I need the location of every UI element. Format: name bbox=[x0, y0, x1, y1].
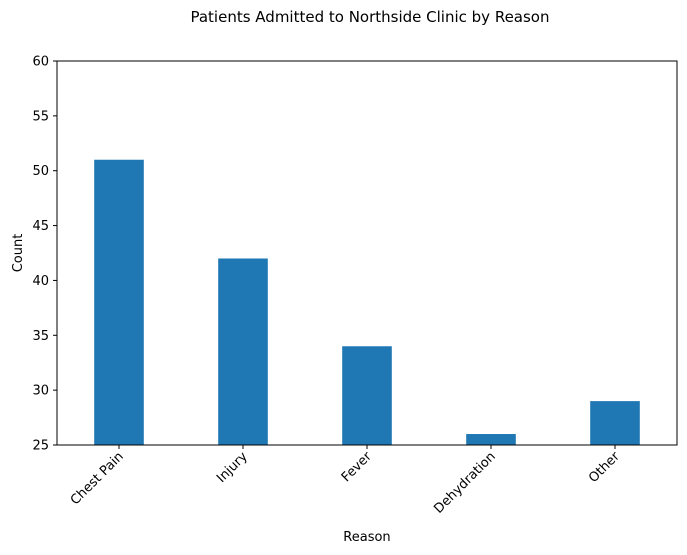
bar-fever bbox=[342, 346, 392, 445]
bar-other bbox=[590, 401, 640, 445]
x-tick-label: Injury bbox=[214, 449, 251, 486]
y-tick-label: 55 bbox=[32, 109, 49, 124]
x-axis-label: Reason bbox=[343, 530, 390, 545]
y-tick-label: 30 bbox=[32, 384, 49, 399]
bar-dehydration bbox=[466, 434, 516, 445]
x-tick-label: Other bbox=[586, 449, 623, 486]
chart-title: Patients Admitted to Northside Clinic by… bbox=[190, 8, 549, 26]
y-axis-label: Count bbox=[11, 234, 26, 273]
bar-chest-pain bbox=[94, 159, 144, 445]
y-tick-label: 60 bbox=[32, 55, 49, 70]
y-tick-label: 35 bbox=[32, 329, 49, 344]
x-axis-ticks: Chest Pain Injury Fever Dehydration Other bbox=[68, 445, 623, 517]
plot-frame bbox=[56, 60, 678, 446]
bar-injury bbox=[218, 258, 268, 445]
bars-group bbox=[94, 159, 640, 445]
y-tick-label: 45 bbox=[32, 219, 49, 234]
x-tick-label: Fever bbox=[339, 449, 375, 485]
y-tick-label: 25 bbox=[32, 439, 49, 454]
y-tick-label: 40 bbox=[32, 274, 49, 289]
y-tick-label: 50 bbox=[32, 164, 49, 179]
x-tick-label: Dehydration bbox=[431, 449, 498, 516]
x-tick-label: Chest Pain bbox=[68, 449, 127, 508]
y-axis-ticks: 25 30 35 40 45 50 55 60 bbox=[32, 55, 57, 454]
